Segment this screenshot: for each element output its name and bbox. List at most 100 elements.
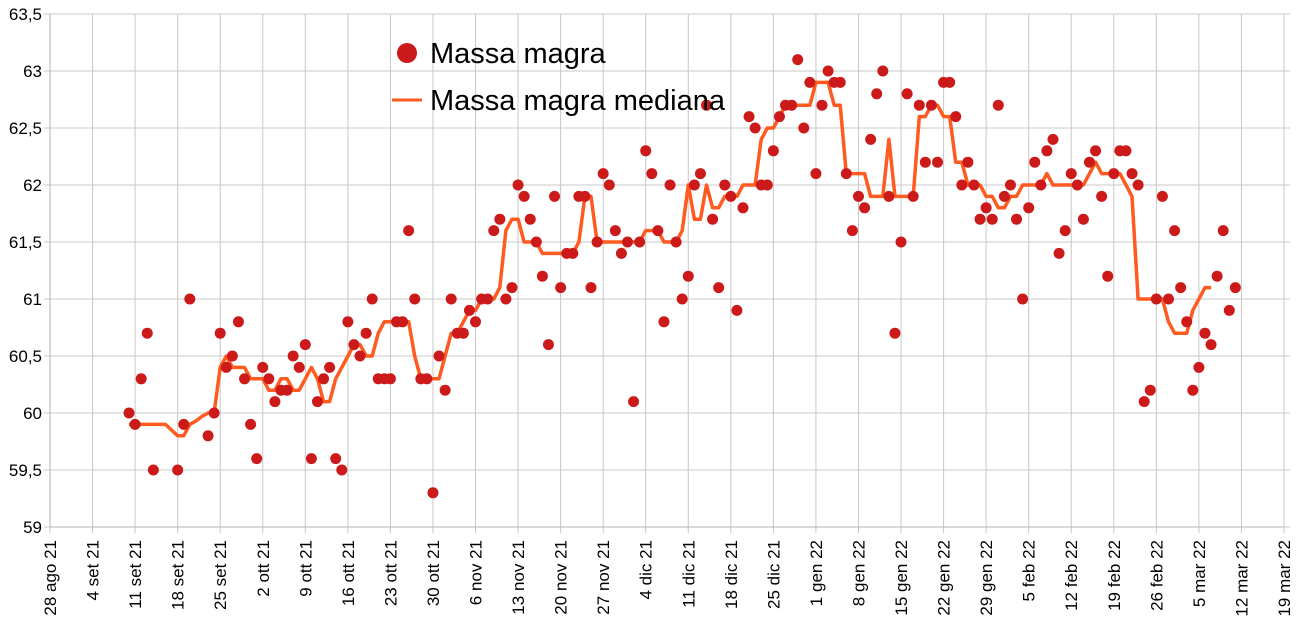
- data-point: [1163, 293, 1175, 305]
- data-point: [384, 373, 396, 385]
- legend-marker-points: [397, 43, 417, 63]
- x-tick-label: 12 mar 22: [1232, 540, 1251, 617]
- x-tick-label: 16 ott 21: [339, 540, 358, 606]
- data-point: [214, 327, 226, 339]
- x-tick-label: 13 nov 21: [509, 540, 528, 615]
- data-point: [524, 213, 536, 225]
- data-point: [883, 190, 895, 202]
- data-point: [245, 418, 257, 430]
- x-tick-label: 6 nov 21: [467, 540, 486, 605]
- data-point: [1083, 156, 1095, 168]
- data-point: [1035, 179, 1047, 191]
- x-tick-label: 26 feb 22: [1147, 540, 1166, 611]
- data-point: [1132, 179, 1144, 191]
- data-point: [470, 316, 482, 328]
- data-point: [1144, 384, 1156, 396]
- data-point: [427, 487, 439, 499]
- data-point: [694, 168, 706, 180]
- data-point: [615, 247, 627, 259]
- data-point: [1108, 168, 1120, 180]
- data-point: [725, 190, 737, 202]
- data-point: [1017, 293, 1029, 305]
- data-point: [324, 361, 336, 373]
- median-series: [129, 80, 1212, 438]
- data-point: [676, 293, 688, 305]
- data-point: [871, 88, 883, 100]
- data-point: [269, 396, 281, 408]
- x-tick-label: 29 gen 22: [977, 540, 996, 616]
- data-point: [682, 270, 694, 282]
- data-point: [743, 111, 755, 123]
- data-point: [968, 179, 980, 191]
- data-point: [336, 464, 348, 476]
- data-point: [494, 213, 506, 225]
- x-tick-label: 15 gen 22: [892, 540, 911, 616]
- data-point: [670, 236, 682, 248]
- data-point: [1071, 179, 1083, 191]
- data-point: [749, 122, 761, 134]
- data-point: [1211, 270, 1223, 282]
- data-point: [293, 361, 305, 373]
- data-point: [1077, 213, 1089, 225]
- data-point: [950, 111, 962, 123]
- data-point: [555, 282, 567, 294]
- data-point: [822, 65, 834, 77]
- data-point: [202, 430, 214, 442]
- legend: Massa magra Massa magra mediana: [392, 38, 726, 117]
- x-tick-label: 11 set 21: [126, 540, 145, 609]
- data-point: [1205, 339, 1217, 351]
- data-point: [1175, 282, 1187, 294]
- data-point: [287, 350, 299, 362]
- data-point: [512, 179, 524, 191]
- data-point: [621, 236, 633, 248]
- data-point: [986, 213, 998, 225]
- median-line: [129, 80, 1212, 438]
- x-tick-label: 30 ott 21: [424, 540, 443, 606]
- data-point: [1029, 156, 1041, 168]
- data-point: [1041, 145, 1053, 157]
- data-point: [299, 339, 311, 351]
- data-point: [1229, 282, 1241, 294]
- data-point: [852, 190, 864, 202]
- data-point: [609, 225, 621, 237]
- data-point: [919, 156, 931, 168]
- data-point: [804, 76, 816, 88]
- data-point: [701, 99, 713, 111]
- legend-label-points: Massa magra: [430, 38, 607, 70]
- y-tick-label: 60,5: [9, 347, 42, 366]
- data-point: [731, 304, 743, 316]
- legend-label-median: Massa magra mediana: [430, 85, 726, 117]
- data-point: [360, 327, 372, 339]
- data-point: [348, 339, 360, 351]
- data-point: [901, 88, 913, 100]
- data-point: [591, 236, 603, 248]
- data-point: [603, 179, 615, 191]
- data-point: [713, 282, 725, 294]
- data-point: [834, 76, 846, 88]
- data-point: [403, 225, 415, 237]
- x-tick-label: 4 set 21: [84, 540, 103, 601]
- data-point: [123, 407, 135, 419]
- data-point: [421, 373, 433, 385]
- x-tick-label: 5 mar 22: [1190, 540, 1209, 607]
- data-point: [889, 327, 901, 339]
- data-point: [652, 225, 664, 237]
- data-point: [1217, 225, 1229, 237]
- data-point: [567, 247, 579, 259]
- y-tick-label: 59: [23, 518, 42, 537]
- data-point: [129, 418, 141, 430]
- data-point: [761, 179, 773, 191]
- data-point: [439, 384, 451, 396]
- data-point: [877, 65, 889, 77]
- data-point: [1102, 270, 1114, 282]
- x-tick-label: 28 ago 21: [41, 540, 60, 616]
- y-tick-label: 61,5: [9, 233, 42, 252]
- data-point: [974, 213, 986, 225]
- data-point: [895, 236, 907, 248]
- data-point: [658, 316, 670, 328]
- data-point: [913, 99, 925, 111]
- data-point: [962, 156, 974, 168]
- data-point: [865, 133, 877, 145]
- data-point: [342, 316, 354, 328]
